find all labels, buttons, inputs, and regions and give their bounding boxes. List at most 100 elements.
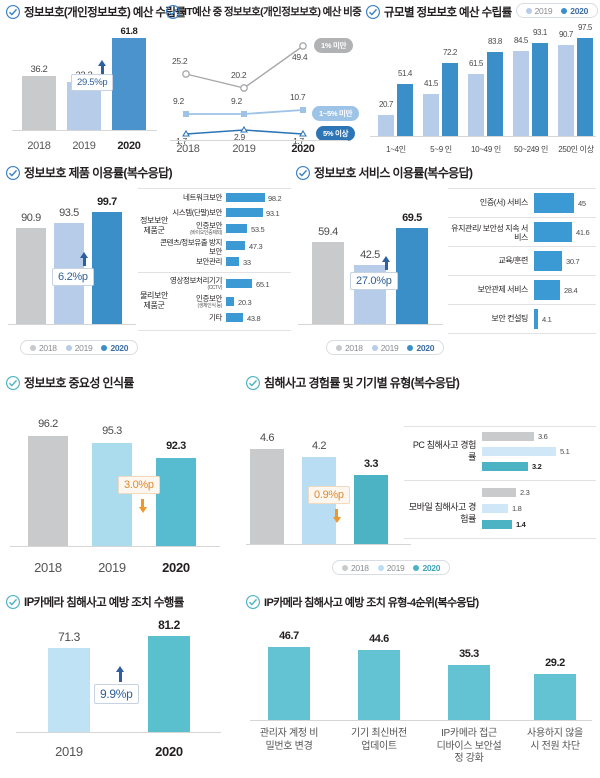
check-circle-icon: [6, 165, 20, 180]
row-value-cctv: 65.1: [256, 280, 270, 289]
separator-5: [448, 333, 596, 334]
bar-type3: [448, 665, 490, 720]
row-label-auth: 인증보안 (바이오인증제외): [168, 221, 222, 236]
x-label-size1: 1~4인: [386, 145, 406, 154]
trend-arrow-stem: [100, 66, 104, 74]
x-label-2020: 2020: [155, 744, 183, 759]
panel-importance: 정보보호 중요성 인식률 96.2 95.3 92.3 3.0%p 2018 2…: [6, 374, 241, 584]
series-tag-under-1pct: 1% 미만: [314, 38, 354, 53]
mobile-value-2019: 1.8: [512, 504, 522, 513]
legend-dot-2019: [525, 7, 532, 14]
row-bar-etc: [226, 313, 243, 322]
bar-value-2019-size2: 41.5: [424, 79, 438, 88]
trend-arrow-up: [382, 256, 390, 262]
legend-dot-2018: [30, 344, 36, 351]
bar-2018: [250, 449, 284, 544]
check-circle-icon: [6, 5, 20, 19]
separator-1: [448, 217, 596, 218]
bar-value-2019: 93.5: [59, 207, 79, 219]
bar-2020: [396, 228, 428, 324]
bar-value-2019: 42.5: [360, 249, 380, 261]
bar-2020-size2: [442, 63, 458, 136]
legend-item-2020: 2020: [101, 343, 128, 353]
trend-arrow-stem: [141, 499, 144, 508]
trend-arrow-stem: [82, 258, 86, 266]
series-tag-1-to-5pct: 1~5% 미만: [312, 106, 360, 121]
x-axis: [250, 720, 592, 721]
row-bar-bioauth: [226, 297, 234, 306]
bar-value-type1: 46.7: [279, 630, 299, 642]
panel-title-row: 규모별 정보보호 예산 수립률 2019 2020: [366, 3, 598, 20]
row-bar-content: [226, 241, 245, 250]
legend-dot-2019: [371, 344, 378, 351]
point-value-s2-2019: 9.2: [231, 96, 242, 106]
panel-title-row: IP카메라 침해사고 예방 조치 유형-4순위(복수응답): [246, 594, 596, 610]
delta-badge: 0.9%p: [308, 486, 350, 504]
x-label-2018: 2018: [34, 560, 62, 575]
row-label-cert-service: 인증(서) 서비스: [479, 198, 529, 207]
row-value-content: 47.3: [249, 242, 263, 251]
bar-2018: [312, 242, 344, 324]
panel-title: 정보보호 중요성 인식률: [24, 376, 134, 390]
row-label-bioauth-main: 인증보안: [196, 294, 222, 303]
panel-title: 정보보호(개인정보보호) 예산 수립률: [24, 7, 186, 19]
check-circle-icon: [246, 595, 260, 609]
row-label-training: 교육/훈련: [498, 256, 528, 265]
legend-label-2019: 2019: [380, 342, 399, 353]
bar-value-2020: 81.2: [158, 618, 180, 632]
row-label-cctv-sub: (CCTV): [207, 284, 222, 291]
panel-ipcam-prevention: IP카메라 침해사고 예방 조치 수행률 71.3 81.2 9.9%p 201…: [6, 594, 241, 778]
row-value-maintenance: 41.6: [576, 228, 590, 237]
legend-dot-2018: [336, 344, 342, 351]
row-value-bioauth: 20.3: [238, 298, 252, 307]
panel-title-row: 정보보호(개인정보보호) 예산 수립률: [6, 4, 186, 20]
row-label-soc: 보안관제 서비스: [477, 285, 528, 294]
bar-value-2020: 61.8: [120, 26, 138, 37]
x-label-2019: 2019: [72, 140, 96, 152]
panel-it-budget-share: IT예산 중 정보보호(개인정보보호) 예산 비중 25.2 20.2 49.4…: [166, 4, 362, 159]
line-series-svg: [182, 42, 307, 137]
trend-arrow-up: [98, 60, 106, 66]
row-value-training: 30.7: [566, 257, 580, 266]
bar-value-2020-size5: 97.5: [578, 23, 592, 32]
bar-2020: [156, 458, 196, 546]
bar-type1: [268, 647, 310, 720]
delta-badge: 3.0%p: [118, 476, 160, 494]
point-value-s2-2020: 10.7: [290, 92, 306, 102]
bar-2020-size4: [532, 43, 548, 136]
bar-value-type3: 35.3: [459, 648, 479, 660]
legend-dot-2019: [377, 564, 384, 571]
panel-budget-by-size: 규모별 정보보호 예산 수립률 2019 2020 20.7 51.4 41.5…: [366, 3, 598, 159]
legend-label-2018: 2018: [39, 342, 57, 353]
panel-title-row: 정보보호 중요성 인식률: [6, 374, 241, 391]
x-label-size4: 50~249 인: [513, 145, 549, 154]
trend-arrow-up: [80, 252, 88, 258]
chart-area: 96.2 95.3 92.3 3.0%p: [6, 404, 241, 554]
row-bar-cert-service: [534, 193, 574, 213]
row-value-mgmt: 33: [243, 258, 251, 267]
row-label-network: 네트워크보안: [183, 193, 222, 202]
bar-2020: [354, 475, 388, 544]
bar-2019-size4: [513, 51, 529, 136]
legend-item-2020: 2020: [407, 343, 434, 353]
panel-title: IT예산 중 정보보호(개인정보보호) 예산 비중: [184, 6, 362, 18]
pc-value-2020: 3.2: [532, 462, 542, 471]
bar-value-2020-size4: 93.1: [533, 28, 547, 37]
trend-arrow-down: [332, 517, 341, 523]
bar-value-2020: 3.3: [363, 458, 379, 470]
chart-area: 25.2 20.2 49.4 9.2 9.2 10.7 1.7 2.9 1.7 …: [166, 26, 361, 146]
bar-value-2018: 90.9: [21, 212, 41, 224]
legend-label-2020: 2020: [422, 562, 441, 573]
check-circle-icon: [6, 375, 20, 390]
x-label-type2: 기기 최신버전 업데이트: [351, 728, 407, 752]
bar-2019-size1: [378, 115, 394, 136]
bar-type2: [358, 650, 400, 720]
legend-dot-2020: [561, 7, 568, 14]
separator-4: [448, 304, 596, 305]
row-value-network: 98.2: [268, 194, 282, 203]
chart-area: 71.3 81.2 9.9%p: [6, 618, 241, 740]
group-label-pc-incident: PC 침해사고 경험률: [412, 440, 477, 462]
bar-2019: [92, 443, 132, 546]
separator-bottom: [138, 330, 291, 331]
x-label-2020: 2020: [117, 140, 141, 152]
